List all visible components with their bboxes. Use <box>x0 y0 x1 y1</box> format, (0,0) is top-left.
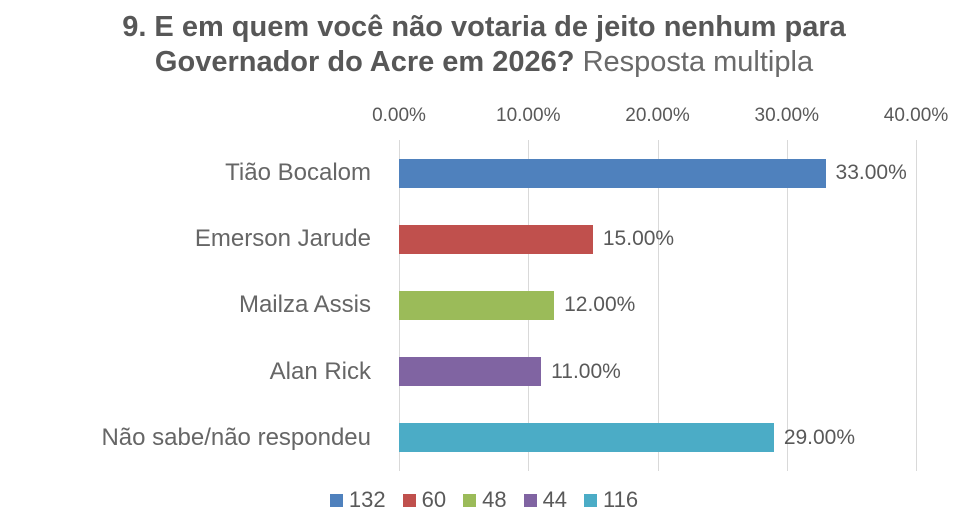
data-label: 11.00% <box>551 359 621 383</box>
legend-label: 44 <box>542 487 568 512</box>
x-axis-tick-label: 10.00% <box>496 105 561 126</box>
x-axis-tick-label: 0.00% <box>372 105 426 126</box>
category-label: Alan Rick <box>269 357 371 385</box>
chart-title-subtitle: Resposta multipla <box>582 45 814 78</box>
legend: 132 60 48 44 116 <box>0 487 968 513</box>
data-label: 33.00% <box>835 161 907 185</box>
legend-swatch-icon <box>402 493 416 507</box>
data-label: 15.00% <box>602 227 675 251</box>
category-label: Tião Bocalom <box>225 159 371 187</box>
chart-title: 9. E em quem você não votaria de jeito n… <box>59 10 909 80</box>
legend-swatch-icon <box>584 493 598 507</box>
legend-swatch-icon <box>329 493 343 507</box>
legend-item: 44 <box>523 487 568 513</box>
bar-row: 33.00% <box>399 140 916 206</box>
bar-2 <box>399 224 593 254</box>
legend-item: 132 <box>329 487 386 513</box>
x-axis-tick-label: 40.00% <box>883 105 949 126</box>
bar-3 <box>399 290 555 320</box>
category-label: Emerson Jarude <box>194 225 371 253</box>
bar-row: 15.00% <box>399 206 916 272</box>
plot-area: 33.00% 15.00% 12.00% 11.00% 29.00% <box>399 140 917 471</box>
legend-label: 60 <box>421 487 447 512</box>
bar-row: 11.00% <box>399 339 916 405</box>
x-axis: 0.00% 10.00% 20.00% 30.00% 40.00% <box>372 105 948 131</box>
legend-label: 48 <box>482 487 507 512</box>
legend-swatch-icon <box>463 493 477 507</box>
category-label: Mailza Assis <box>238 291 371 319</box>
legend-label: 116 <box>603 487 639 512</box>
bar-row: 29.00% <box>399 405 916 471</box>
bar-rows: 33.00% 15.00% 12.00% 11.00% 29.00% <box>399 140 916 471</box>
x-axis-tick-label: 20.00% <box>625 105 690 126</box>
legend-item: 60 <box>402 487 447 513</box>
gridline <box>786 140 788 471</box>
data-label: 29.00% <box>783 425 856 449</box>
bar-1 <box>399 158 826 188</box>
bar-row: 12.00% <box>399 272 916 338</box>
chart-title-question: 9. E em quem você não votaria de jeito n… <box>122 11 846 78</box>
gridline <box>916 140 917 471</box>
x-axis-tick-label: 30.00% <box>754 105 819 126</box>
gridline <box>657 140 659 471</box>
legend-item: 116 <box>584 487 638 513</box>
category-labels: Tião Bocalom Emerson Jarude Mailza Assis Al… <box>0 140 385 471</box>
bar-4 <box>399 357 542 387</box>
legend-swatch-icon <box>523 493 537 507</box>
data-label: 12.00% <box>564 293 636 317</box>
bar-5 <box>399 423 774 453</box>
legend-label: 132 <box>348 487 386 512</box>
category-label: Não sabe/não respondeu <box>101 423 371 451</box>
legend-item: 48 <box>463 487 507 513</box>
